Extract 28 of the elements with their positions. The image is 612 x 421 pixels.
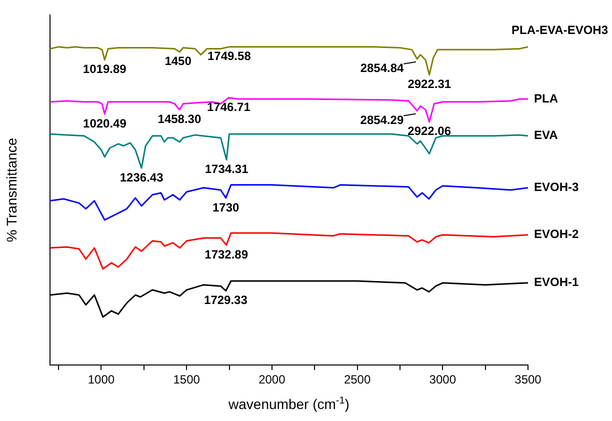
series-label: EVOH-2 <box>534 227 580 242</box>
annotation: 1020.49 <box>83 116 127 130</box>
annotation: 2854.84 <box>360 61 404 76</box>
series-label: PLA <box>534 91 558 106</box>
annotation: 1749.58 <box>207 49 252 64</box>
annotation: 2922.06 <box>408 124 452 138</box>
series-label: EVA <box>534 128 558 142</box>
x-tick-label: 1000 <box>88 372 115 387</box>
annotation: 1458.30 <box>158 112 202 126</box>
y-axis-title: % Transmittance <box>3 138 20 242</box>
annotation: 1450 <box>164 54 192 68</box>
x-tick-label: 2500 <box>344 372 371 387</box>
series-label: PLA-EVA-EVOH3 <box>512 23 608 38</box>
x-tick-label: 3500 <box>514 372 542 387</box>
annotation: 1236.43 <box>120 170 164 184</box>
x-tick-label: 2000 <box>258 372 286 387</box>
annotation: 1730 <box>212 200 240 214</box>
series-label: EVOH-1 <box>534 275 580 290</box>
series-label: EVOH-3 <box>534 180 580 194</box>
annotation: 1729.33 <box>204 293 248 308</box>
annotation: 1734.31 <box>204 162 249 176</box>
x-tick-label: 1500 <box>173 372 200 387</box>
annotation: 2922.31 <box>408 77 452 92</box>
x-tick-label: 3000 <box>429 372 456 387</box>
annotation: 1732.89 <box>204 247 248 262</box>
annotation: 1746.71 <box>207 100 251 114</box>
annotation: 2854.29 <box>360 113 404 128</box>
annotation: 1019.89 <box>82 62 127 76</box>
